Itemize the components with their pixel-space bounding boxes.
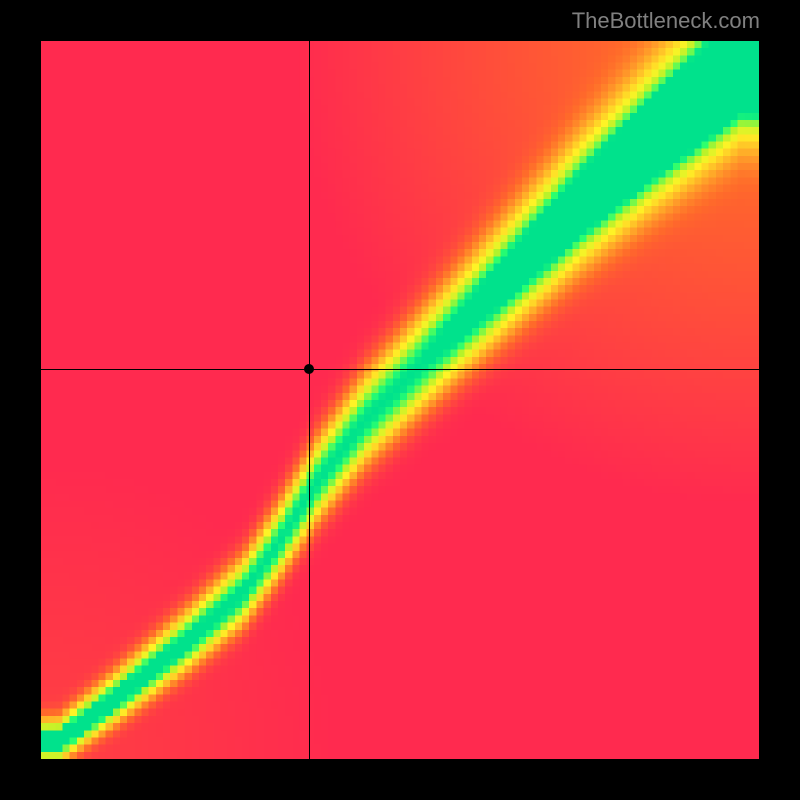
- crosshair-vertical: [309, 41, 310, 759]
- crosshair-horizontal: [41, 369, 759, 370]
- heatmap-canvas: [41, 41, 759, 759]
- crosshair-marker: [304, 364, 314, 374]
- watermark-text: TheBottleneck.com: [572, 8, 760, 34]
- heatmap-plot: [40, 40, 760, 760]
